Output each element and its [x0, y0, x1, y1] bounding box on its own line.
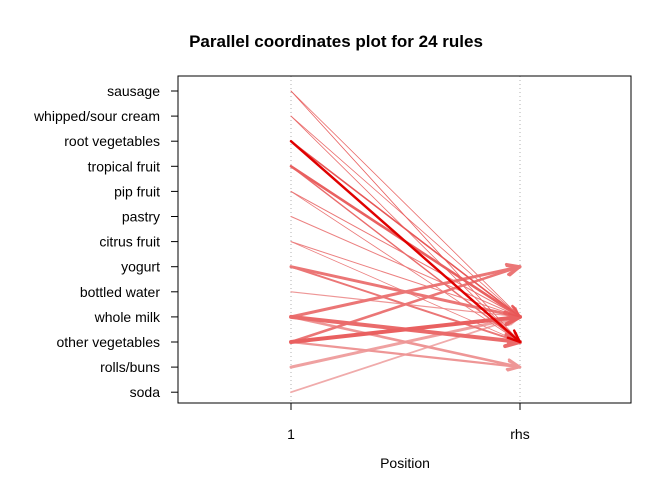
- y-tick-label-root-vegetables: root vegetables: [64, 133, 160, 149]
- y-tick-label-pip-fruit: pip fruit: [114, 183, 160, 199]
- plot-frame: [177, 75, 632, 404]
- rule-arrowhead: [506, 329, 522, 344]
- chart-title: Parallel coordinates plot for 24 rules: [189, 32, 483, 51]
- rule-line: [289, 315, 522, 369]
- rule-22: [289, 340, 522, 372]
- y-tick-label-tropical-fruit: tropical fruit: [88, 158, 160, 174]
- rule-12: [290, 241, 521, 319]
- y-tick-label-whipped-sour-cream: whipped/sour cream: [33, 108, 160, 124]
- rule-line: [290, 90, 521, 343]
- rule-3: [290, 90, 521, 318]
- grid-lines: [290, 76, 521, 403]
- y-tick-label-whole-milk: whole milk: [94, 309, 161, 325]
- y-tick-label-yogurt: yogurt: [121, 259, 160, 275]
- rule-line: [290, 190, 521, 343]
- rule-line: [289, 139, 522, 344]
- y-tick-label-bottled-water: bottled water: [80, 284, 160, 300]
- rule-arrowhead: [505, 264, 522, 277]
- y-tick-label-citrus-fruit: citrus fruit: [99, 234, 160, 250]
- y-tick-label-rolls-buns: rolls/buns: [100, 359, 160, 375]
- rule-line: [290, 165, 521, 343]
- rule-arrowhead: [506, 360, 522, 372]
- y-tick-label-soda: soda: [130, 384, 161, 400]
- rule-line: [289, 265, 522, 319]
- x-axis: 1 rhs: [287, 403, 530, 442]
- rule-line: [289, 314, 522, 344]
- x-axis-label: Position: [380, 455, 430, 471]
- rule-8: [290, 165, 521, 343]
- y-tick-label-pastry: pastry: [122, 209, 160, 225]
- rule-line: [290, 140, 521, 318]
- rule-lines: [289, 90, 522, 394]
- rule-line: [289, 340, 522, 369]
- rule-6: [290, 140, 521, 318]
- y-tick-label-sausage: sausage: [107, 83, 160, 99]
- x-tick-label-1: 1: [287, 426, 295, 442]
- y-axis: sausage whipped/sour cream root vegetables…: [33, 83, 178, 400]
- rule-1: [289, 139, 522, 344]
- y-tick-label-other-vegetables: other vegetables: [56, 334, 160, 350]
- rule-arrowhead: [508, 306, 521, 318]
- x-tick-label-rhs: rhs: [510, 426, 529, 442]
- rule-line: [290, 90, 521, 318]
